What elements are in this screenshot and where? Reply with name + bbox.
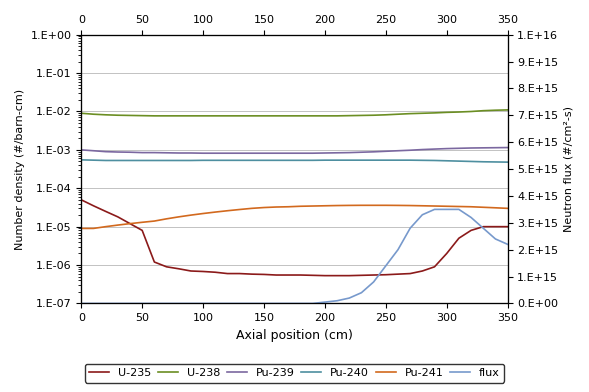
Legend: U-235, U-238, Pu-239, Pu-240, Pu-241, flux: U-235, U-238, Pu-239, Pu-240, Pu-241, fl… (85, 364, 504, 383)
Y-axis label: Neutron flux (#/cm²-s): Neutron flux (#/cm²-s) (564, 106, 574, 232)
X-axis label: Axial position (cm): Axial position (cm) (236, 329, 353, 342)
Y-axis label: Number density (#/barn-cm): Number density (#/barn-cm) (15, 89, 25, 250)
